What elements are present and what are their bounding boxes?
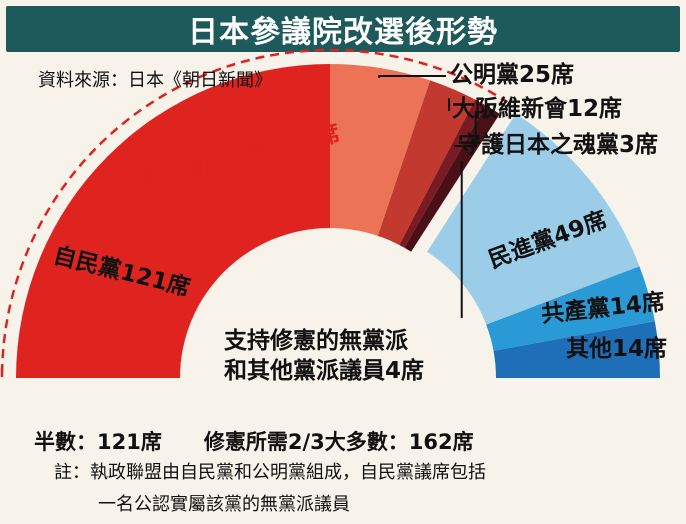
label-top-1: 公明黨25席 <box>450 61 574 88</box>
label-indep-1: 支持修憲的無黨派 <box>223 327 408 354</box>
label-indep-2: 和其他黨派議員4席 <box>224 357 424 384</box>
label-top-2: 大阪維新會12席 <box>452 95 622 122</box>
slice-3 <box>377 80 476 245</box>
label-other: 其他14席 <box>566 335 667 362</box>
slice-8 <box>493 321 660 378</box>
chart-title: 日本參議院改選後形勢 <box>6 6 680 52</box>
source-note: 資料來源：日本《朝日新聞》 <box>38 70 272 91</box>
majority-note: 半數：121席 修憲所需2/3大多數：162席 <box>34 430 474 454</box>
footnote-line-1: 註：執政聯盟由自民黨和公明黨組成，自民黨議席包括 <box>54 462 486 483</box>
slice-2 <box>330 64 431 236</box>
bracket-line <box>0 48 509 379</box>
slice-1 <box>16 64 330 378</box>
slice-6 <box>427 113 640 325</box>
slice-7 <box>486 266 655 351</box>
leader-1 <box>378 75 446 78</box>
leader-2 <box>448 98 451 111</box>
label-top-3: 守護日本之魂黨3席 <box>458 131 658 158</box>
slice-4 <box>399 99 486 248</box>
leader-3 <box>454 111 477 147</box>
footnote-line-2: 一名公認實屬該黨的無黨派議員 <box>98 494 350 515</box>
